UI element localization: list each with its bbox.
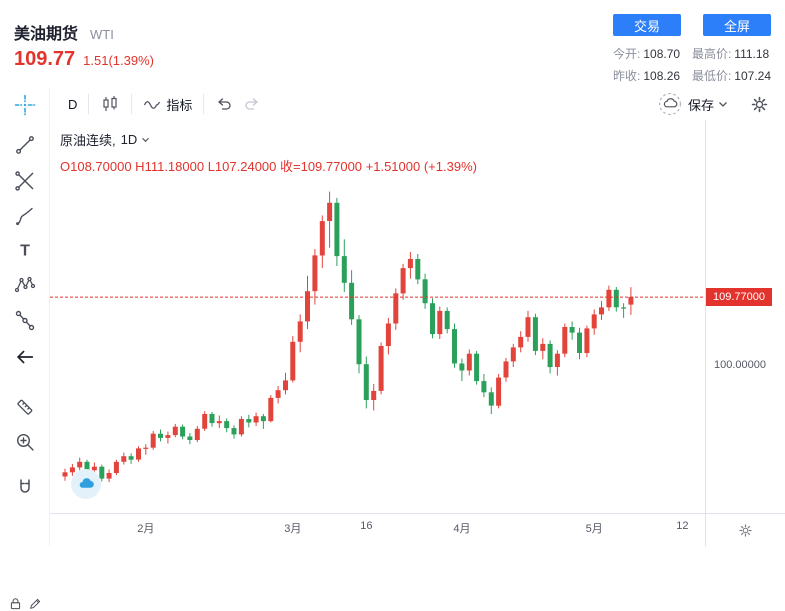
undo-button[interactable] [215, 96, 233, 112]
stat-open: 今开:108.70 [613, 45, 680, 62]
pencil-icon [28, 596, 43, 611]
stat-high: 最高价:111.18 [692, 45, 771, 62]
legend-interval: 1D [121, 132, 138, 147]
save-layout-button[interactable]: 保存 [658, 92, 728, 116]
collapse-toolbar-arrow[interactable] [8, 340, 42, 374]
symbol-code: WTI [90, 27, 114, 42]
candlestick-chart[interactable] [50, 120, 705, 513]
page-title: 美油期货 [14, 20, 78, 44]
xabcd-pattern-icon [13, 273, 37, 297]
chevron-down-icon [718, 101, 728, 108]
chart-legend: 原油连续, 1D O108.70000 H111.18000 L107.2400… [60, 130, 477, 175]
time-axis-label: 2月 [130, 520, 162, 536]
gear-icon [750, 95, 769, 114]
stat-low: 最低价:107.24 [692, 67, 771, 84]
xabcd-pattern-tool[interactable] [8, 268, 42, 302]
brush-tool[interactable] [8, 199, 42, 233]
last-price: 109.77 [14, 48, 75, 71]
toolbar-separator [88, 94, 89, 114]
price-axis-label: 100.00000 [714, 359, 766, 371]
axis-corner [705, 513, 785, 546]
time-axis-label: 16 [350, 520, 382, 532]
fullscreen-button[interactable]: 全屏 [703, 14, 771, 36]
trade-button[interactable]: 交易 [613, 14, 681, 36]
zoom-in-icon [13, 430, 37, 454]
chevron-down-icon [141, 137, 150, 143]
indicators-button[interactable]: 指标 [143, 95, 192, 114]
chart-style-button[interactable] [100, 94, 120, 114]
chart-toolbar: D 指标 保存 [50, 88, 785, 120]
redo-button[interactable] [243, 96, 261, 112]
lock-icon [8, 596, 23, 611]
candlestick-style-icon [100, 94, 120, 114]
text-tool[interactable]: T [8, 233, 42, 267]
trend-line-tool[interactable] [8, 128, 42, 162]
cloud-save-icon [658, 92, 682, 116]
header: 美油期货 WTI 109.77 1.51(1.39%) 交易 全屏 今开:108… [0, 0, 785, 88]
gann-fibonacci-icon [13, 169, 37, 193]
brush-icon [13, 204, 37, 228]
time-axis-label: 3月 [277, 520, 309, 536]
prediction-measurement-tool[interactable] [8, 303, 42, 337]
indicator-wave-icon [143, 97, 161, 111]
crosshair-tool[interactable] [8, 88, 42, 122]
quote-stats: 今开:108.70 最高价:111.18 昨收:108.26 最低价:107.2… [613, 45, 771, 84]
price-change: 1.51(1.39%) [83, 53, 154, 68]
time-axis-label: 4月 [446, 520, 478, 536]
lock-edit-group [0, 596, 50, 611]
interval-button[interactable]: D [68, 97, 77, 112]
ohlc-values: O108.70000 H111.18000 L107.24000 收=109.7… [60, 156, 477, 175]
gear-icon [738, 523, 753, 538]
text-icon: T [13, 238, 37, 262]
undo-icon [215, 96, 233, 112]
trend-line-icon [13, 133, 37, 157]
time-axis[interactable]: 2月 3月 16 4月 5月 12 [50, 513, 705, 546]
price-axis[interactable]: 109.77000 100.00000 [705, 120, 785, 513]
stat-prev-close: 昨收:108.26 [613, 67, 680, 84]
edit-drawings-button[interactable] [28, 596, 43, 611]
toolbar-separator [203, 94, 204, 114]
toolbar-separator [131, 94, 132, 114]
svg-text:T: T [20, 243, 30, 260]
arrow-left-icon [14, 346, 36, 368]
time-axis-label: 12 [666, 520, 698, 532]
price-row: 109.77 1.51(1.39%) [14, 48, 154, 71]
legend-series-title: 原油连续, [60, 130, 116, 149]
ruler-icon [13, 395, 37, 419]
current-price-badge: 109.77000 [706, 288, 772, 306]
chart-settings-button[interactable] [750, 95, 769, 114]
crosshair-icon [13, 93, 37, 117]
zoom-in-tool[interactable] [8, 425, 42, 459]
magnet-icon [13, 476, 37, 500]
gann-fibonacci-tool[interactable] [8, 164, 42, 198]
lock-drawings-button[interactable] [8, 596, 23, 611]
title-row: 美油期货 WTI [14, 20, 114, 44]
ruler-tool[interactable] [8, 390, 42, 424]
time-axis-label: 5月 [578, 520, 610, 536]
cloud-logo-icon [76, 474, 96, 494]
symbol-selector[interactable]: 原油连续, 1D [60, 130, 477, 149]
axis-settings-button[interactable] [738, 523, 753, 538]
prediction-measurement-icon [13, 308, 37, 332]
drawing-toolbar: T [0, 88, 50, 546]
redo-icon [243, 96, 261, 112]
magnet-tool[interactable] [8, 471, 42, 505]
chart-pane[interactable]: 原油连续, 1D O108.70000 H111.18000 L107.2400… [50, 120, 785, 546]
watermark-logo [71, 469, 101, 499]
